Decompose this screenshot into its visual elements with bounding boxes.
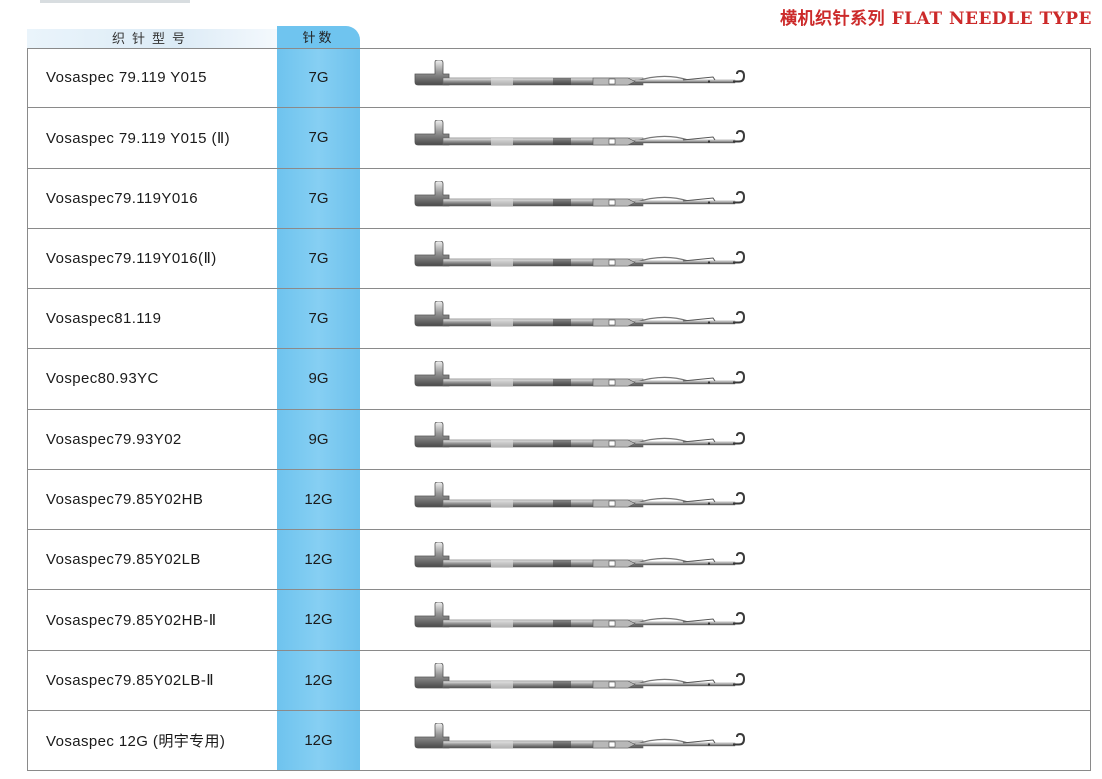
model-name: Vosaspec 12G (明宇专用) (46, 733, 226, 751)
needle-gauge: 9G (308, 370, 329, 388)
needle-gauge: 12G (304, 732, 333, 750)
needle-gauge: 7G (308, 189, 329, 207)
table-row: Vosaspec79.85Y02LB 12G (27, 530, 1091, 591)
table-row: Vosaspec79.85Y02LB-Ⅱ 12G (27, 651, 1091, 711)
table-row: Vosaspec81.119 7G (27, 289, 1091, 350)
needle-gauge: 7G (308, 69, 329, 87)
column-header-gauge: 针数 (277, 26, 360, 48)
needle-gauge: 12G (304, 611, 333, 629)
needle-gauge: 7G (308, 310, 329, 328)
model-name: Vosaspec79.119Y016 (46, 189, 199, 207)
needle-icon (413, 60, 758, 98)
model-name: Vosaspec79.85Y02HB-Ⅱ (46, 611, 217, 629)
model-name: Vosaspec81.119 (46, 310, 162, 328)
needle-gauge: 7G (308, 249, 329, 267)
table-row: Vosaspec79.85Y02HB 12G (27, 470, 1091, 530)
needle-icon (413, 240, 758, 279)
needle-gauge: 12G (304, 671, 333, 689)
needle-gauge: 12G (304, 551, 333, 569)
needle-icon (413, 542, 758, 580)
model-name: Vospec80.93YC (46, 370, 159, 388)
needle-icon (413, 301, 758, 339)
needle-icon (413, 481, 758, 520)
needle-icon (413, 120, 758, 158)
model-name: Vosaspec79.119Y016(Ⅱ) (46, 250, 217, 268)
table-row: Vosaspec79.93Y02 9G (27, 410, 1091, 470)
column-header-model: 织针型号 (27, 29, 277, 48)
model-name: Vosaspec79.93Y02 (46, 430, 182, 448)
model-name: Vosaspec79.85Y02HB (46, 490, 204, 508)
needle-gauge: 7G (308, 129, 329, 147)
needle-icon (413, 421, 758, 460)
needle-icon (413, 361, 758, 399)
table-row: Vospec80.93YC 9G (27, 349, 1091, 410)
table-row: Vosaspec 79.119 Y015 7G (27, 48, 1091, 109)
top-decoration-strip (40, 0, 190, 3)
table-frame (27, 48, 1091, 771)
model-name: Vosaspec79.85Y02LB (46, 551, 201, 569)
table-row: Vosaspec79.85Y02HB-Ⅱ 12G (27, 590, 1091, 651)
table-row: Vosaspec 12G (明宇专用) 12G (27, 711, 1091, 771)
model-name: Vosaspec 79.119 Y015 (46, 69, 207, 87)
model-name: Vosaspec79.85Y02LB-Ⅱ (46, 672, 214, 690)
needle-icon (413, 180, 758, 219)
needle-gauge: 9G (308, 430, 329, 448)
table-header: 织针型号 针数 (27, 26, 1091, 48)
needle-icon (413, 722, 758, 761)
model-name: Vosaspec 79.119 Y015 (Ⅱ) (46, 129, 231, 147)
needle-table: Vosaspec 79.119 Y015 7G (27, 48, 1091, 771)
table-row: Vosaspec79.119Y016(Ⅱ) 7G (27, 229, 1091, 289)
needle-icon (413, 602, 758, 640)
table-row: Vosaspec79.119Y016 7G (27, 169, 1091, 229)
needle-icon (413, 662, 758, 701)
needle-gauge: 12G (304, 490, 333, 508)
page-title: 横机织针系列 FLAT NEEDLE TYPE (780, 9, 1092, 29)
gauge-column-background (277, 48, 360, 771)
table-row: Vosaspec 79.119 Y015 (Ⅱ) 7G (27, 108, 1091, 169)
